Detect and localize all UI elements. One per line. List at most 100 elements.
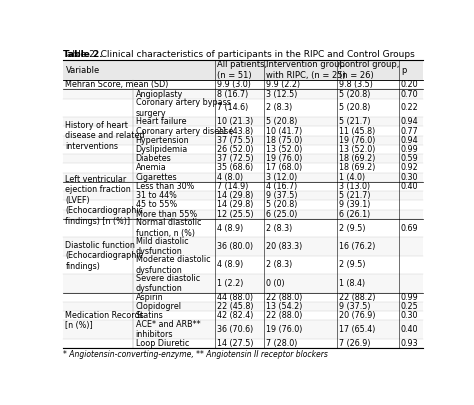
Text: 9 (37.5): 9 (37.5): [339, 302, 371, 311]
Text: Cigarettes: Cigarettes: [136, 173, 177, 182]
Bar: [63, 136, 423, 145]
Text: Anemia: Anemia: [136, 164, 166, 173]
Text: Moderate diastolic
dysfunction: Moderate diastolic dysfunction: [136, 255, 210, 275]
Bar: [63, 209, 423, 219]
Bar: [63, 237, 423, 256]
Text: 18 (75.0): 18 (75.0): [266, 136, 302, 145]
Text: Coronary artery bypass
surgery: Coronary artery bypass surgery: [136, 98, 230, 117]
Text: 4 (16.7): 4 (16.7): [266, 182, 297, 191]
Text: 2 (8.3): 2 (8.3): [266, 260, 292, 269]
Text: 10 (41.7): 10 (41.7): [266, 126, 302, 136]
Text: 19 (76.0): 19 (76.0): [339, 136, 375, 145]
Text: 0.99: 0.99: [401, 145, 419, 154]
Text: Mehran Score, mean (SD): Mehran Score, mean (SD): [65, 80, 169, 90]
Text: 7 (14.9): 7 (14.9): [217, 182, 248, 191]
Text: 2 (9.5): 2 (9.5): [339, 260, 365, 269]
Text: 0.94: 0.94: [401, 136, 419, 145]
Text: 0.40: 0.40: [401, 325, 419, 334]
Text: Severe diastolic
dysfunction: Severe diastolic dysfunction: [136, 274, 200, 293]
Text: 45 to 55%: 45 to 55%: [136, 200, 177, 209]
Text: 5 (21.7): 5 (21.7): [339, 117, 371, 126]
Text: Coronary artery disease: Coronary artery disease: [136, 126, 233, 136]
Bar: [63, 99, 423, 117]
Text: 22 (88.2): 22 (88.2): [339, 293, 375, 302]
Text: 11 (45.8): 11 (45.8): [339, 126, 375, 136]
Bar: [63, 200, 423, 209]
Text: 0.69: 0.69: [401, 224, 419, 232]
Text: Less than 30%: Less than 30%: [136, 182, 194, 191]
Text: 8 (16.7): 8 (16.7): [217, 90, 248, 98]
Text: 18 (69.2): 18 (69.2): [339, 164, 375, 173]
Text: 12 (25.5): 12 (25.5): [217, 210, 254, 219]
Text: 0.92: 0.92: [401, 164, 419, 173]
Text: 14 (29.8): 14 (29.8): [217, 191, 253, 200]
Text: 1 (4.0): 1 (4.0): [339, 173, 365, 182]
Text: 2 (9.5): 2 (9.5): [339, 224, 365, 232]
Text: Clopidogrel: Clopidogrel: [136, 302, 182, 311]
Text: Statins: Statins: [136, 311, 163, 320]
Bar: [63, 117, 423, 126]
Text: 37 (75.5): 37 (75.5): [217, 136, 254, 145]
Text: 14 (27.5): 14 (27.5): [217, 339, 254, 348]
Text: 22 (45.8): 22 (45.8): [217, 302, 254, 311]
Text: 5 (20.8): 5 (20.8): [339, 103, 371, 113]
Text: 9 (37.5): 9 (37.5): [266, 191, 298, 200]
Bar: [63, 219, 423, 237]
Text: 42 (82.4): 42 (82.4): [217, 311, 253, 320]
Text: 18 (69.2): 18 (69.2): [339, 154, 375, 163]
Text: Variable: Variable: [65, 66, 100, 75]
Text: 5 (20.8): 5 (20.8): [266, 117, 298, 126]
Text: 5 (20.8): 5 (20.8): [266, 200, 298, 209]
Bar: [63, 90, 423, 99]
Text: Loop Diuretic: Loop Diuretic: [136, 339, 189, 348]
Text: 1 (2.2): 1 (2.2): [217, 279, 243, 288]
Text: 9.9 (2.2): 9.9 (2.2): [266, 80, 300, 90]
Text: 3 (12.5): 3 (12.5): [266, 90, 298, 98]
Text: 22 (88.0): 22 (88.0): [266, 293, 302, 302]
Text: 21 (43.8): 21 (43.8): [217, 126, 253, 136]
Text: 0.70: 0.70: [401, 90, 419, 98]
Text: Control group,
(n = 26): Control group, (n = 26): [339, 60, 400, 80]
Bar: [63, 191, 423, 200]
Text: 13 (52.0): 13 (52.0): [339, 145, 375, 154]
Text: Table 2.: Table 2.: [63, 50, 103, 59]
Text: 7 (28.0): 7 (28.0): [266, 339, 298, 348]
Text: Angioplasty: Angioplasty: [136, 90, 183, 98]
Text: ACE* and ARB**
inhibitors: ACE* and ARB** inhibitors: [136, 320, 200, 339]
Text: 0.40: 0.40: [401, 182, 419, 191]
Text: p: p: [401, 66, 406, 75]
Text: 13 (54.2): 13 (54.2): [266, 302, 302, 311]
Text: 0.30: 0.30: [401, 311, 419, 320]
Bar: [63, 60, 423, 80]
Bar: [63, 293, 423, 302]
Text: 16 (76.2): 16 (76.2): [339, 242, 375, 251]
Text: * Angiotensin-converting-enzyme, ** Angiotensin II receptor blockers: * Angiotensin-converting-enzyme, ** Angi…: [63, 350, 328, 359]
Bar: [63, 173, 423, 182]
Text: 0.20: 0.20: [401, 80, 419, 90]
Text: 4 (8.9): 4 (8.9): [217, 260, 243, 269]
Text: 4 (8.9): 4 (8.9): [217, 224, 243, 232]
Text: Medication Records
[n (%)]: Medication Records [n (%)]: [65, 311, 144, 330]
Text: 31 to 44%: 31 to 44%: [136, 191, 176, 200]
Text: 4 (8.0): 4 (8.0): [217, 173, 243, 182]
Bar: [63, 80, 423, 90]
Text: History of heart
disease and related
interventions: History of heart disease and related int…: [65, 121, 145, 151]
Text: Left ventricular
ejection fraction
(LVEF)
(Echocardiographic
findings) [n (%)]: Left ventricular ejection fraction (LVEF…: [65, 175, 144, 226]
Text: 3 (12.0): 3 (12.0): [266, 173, 297, 182]
Bar: [63, 163, 423, 173]
Text: 0.22: 0.22: [401, 103, 419, 113]
Text: Diastolic function
(Echocardiographic
findings): Diastolic function (Echocardiographic fi…: [65, 241, 144, 271]
Text: Aspirin: Aspirin: [136, 293, 163, 302]
Text: 17 (68.0): 17 (68.0): [266, 164, 302, 173]
Text: 2 (8.3): 2 (8.3): [266, 224, 292, 232]
Text: Dyslipidemia: Dyslipidemia: [136, 145, 188, 154]
Bar: [63, 182, 423, 191]
Text: 0.30: 0.30: [401, 173, 419, 182]
Bar: [63, 320, 423, 339]
Bar: [63, 274, 423, 293]
Bar: [63, 311, 423, 320]
Text: More than 55%: More than 55%: [136, 210, 197, 219]
Text: 0.25: 0.25: [401, 302, 419, 311]
Text: 0.77: 0.77: [401, 126, 419, 136]
Text: 7 (14.6): 7 (14.6): [217, 103, 248, 113]
